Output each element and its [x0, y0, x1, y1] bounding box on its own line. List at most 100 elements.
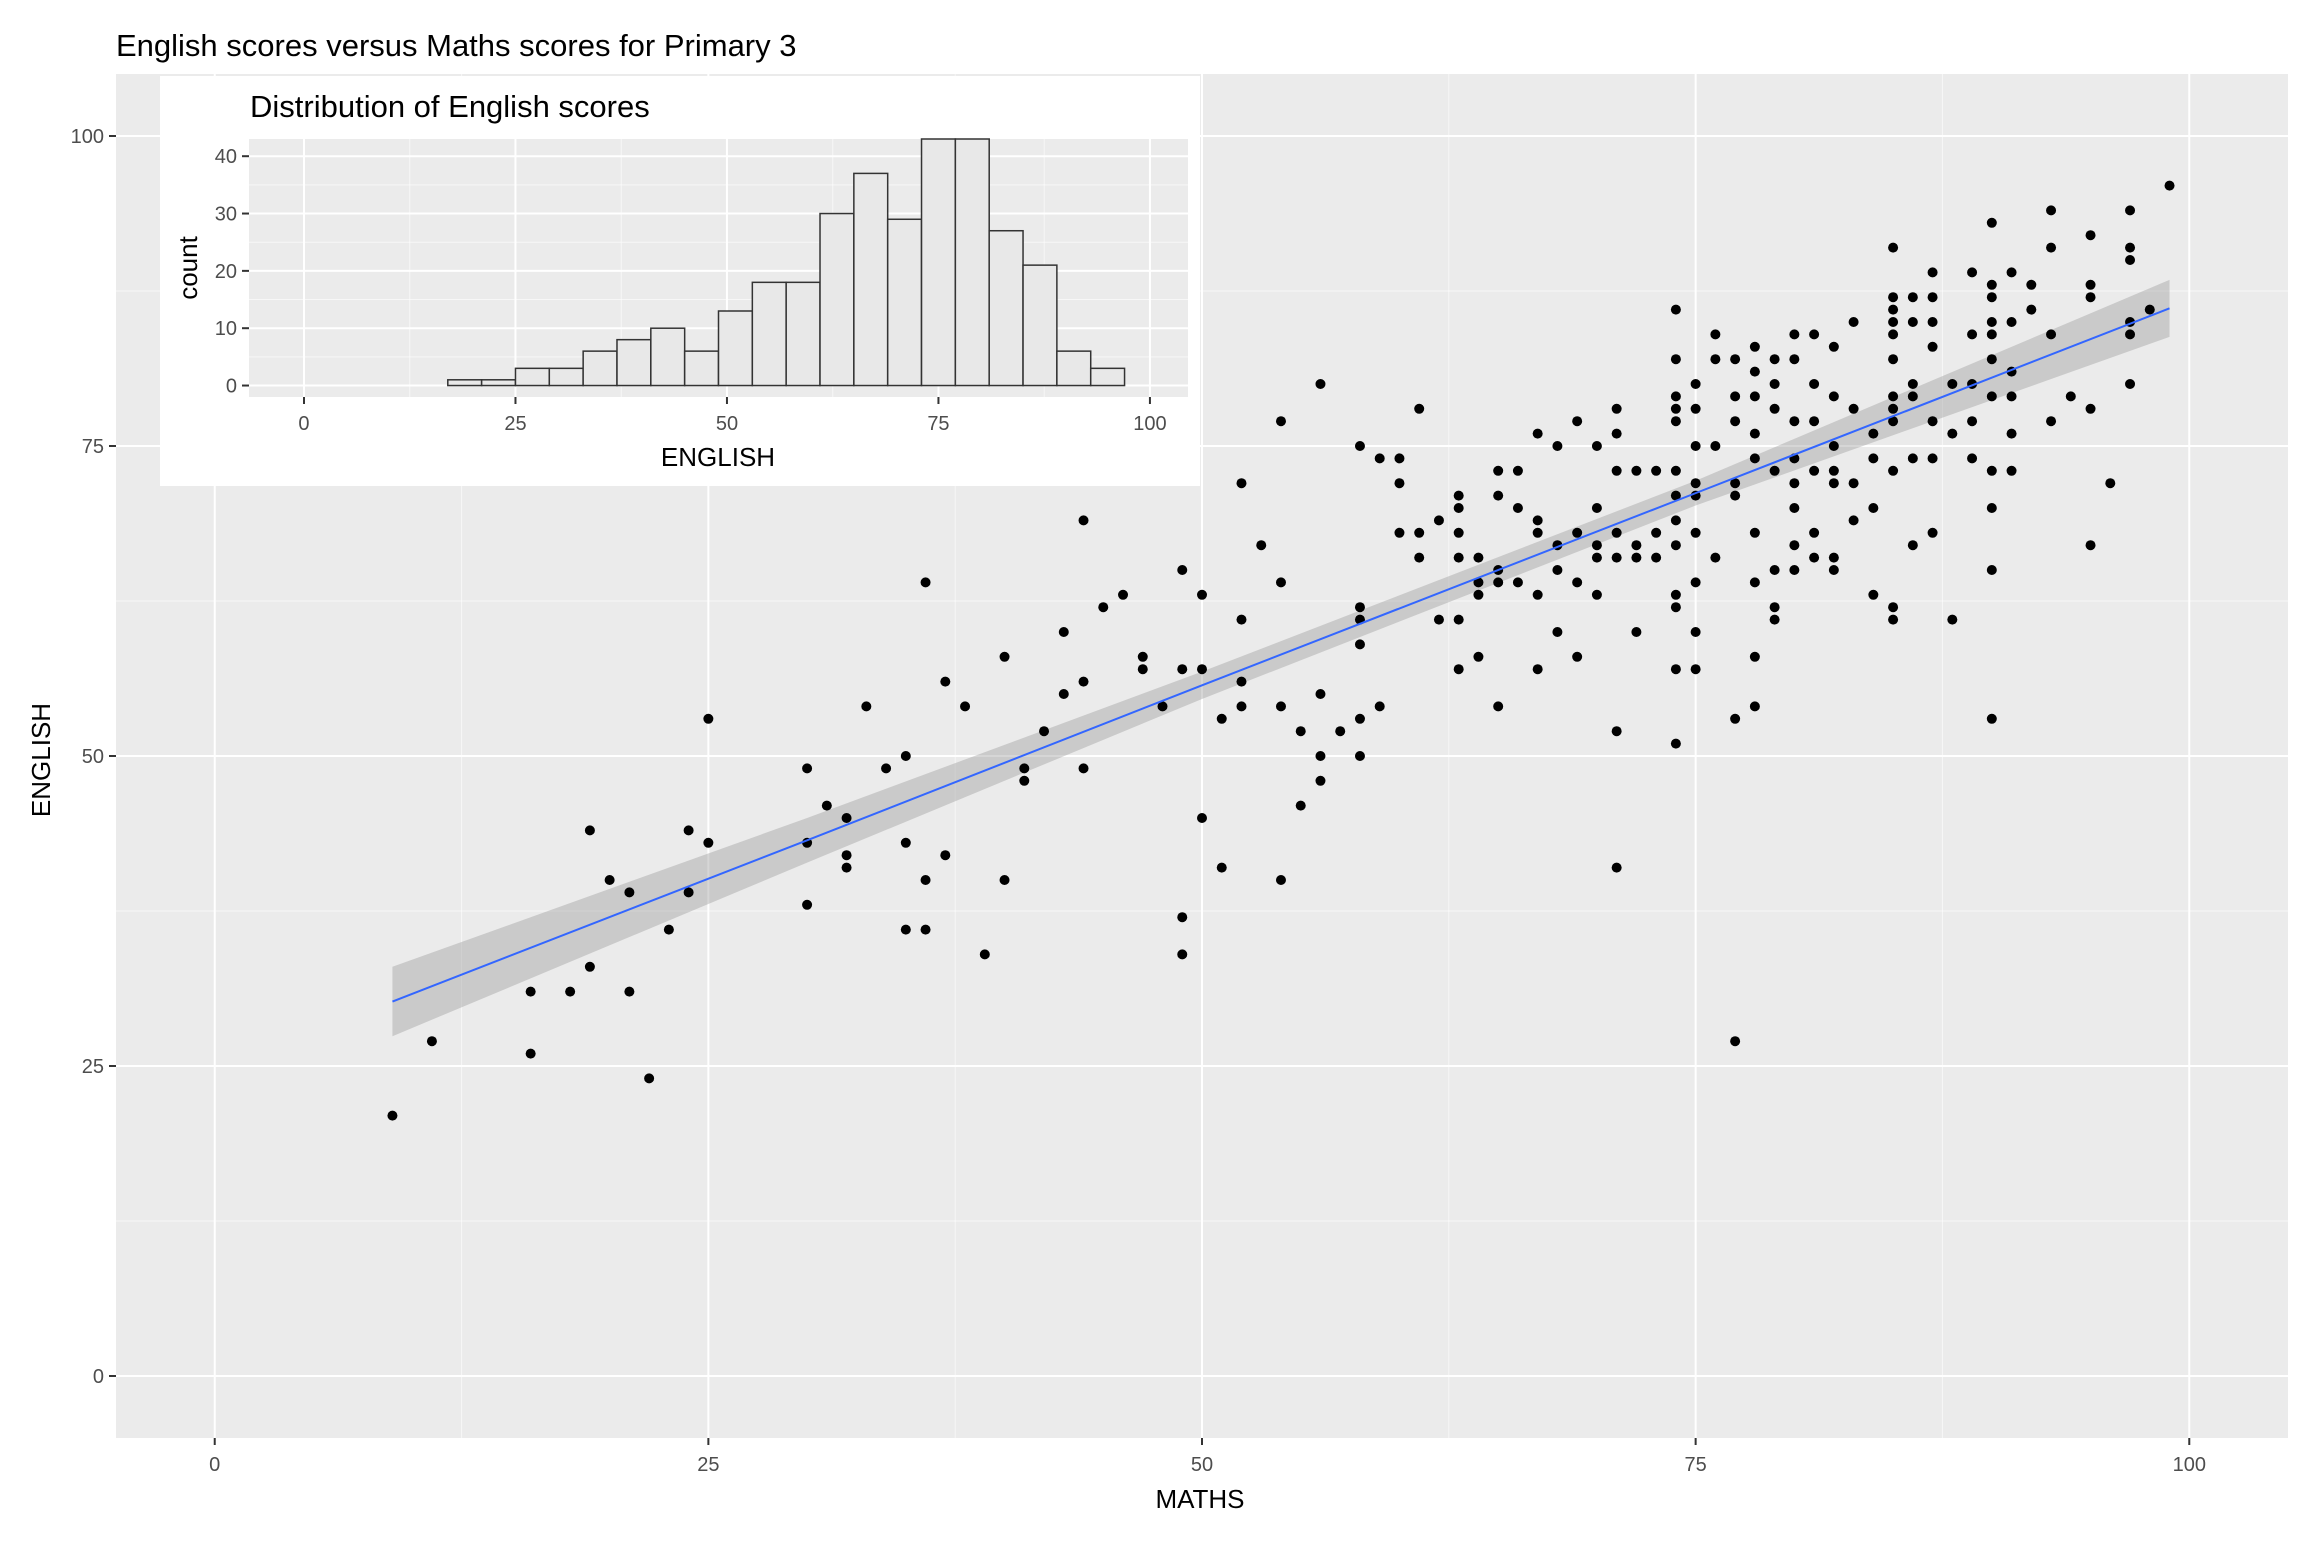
data-point — [2164, 180, 2175, 191]
data-point — [2065, 391, 2076, 402]
data-point — [2026, 304, 2037, 315]
data-point — [1394, 527, 1405, 538]
data-point — [1275, 701, 1286, 712]
data-point — [1710, 329, 1721, 340]
data-point — [1611, 428, 1622, 439]
data-point — [1967, 329, 1978, 340]
data-point — [1670, 738, 1681, 749]
data-point — [1552, 565, 1563, 575]
data-point — [1670, 416, 1681, 427]
data-point — [1670, 354, 1681, 365]
data-point — [1315, 775, 1326, 786]
data-point — [2144, 304, 2155, 315]
data-point — [900, 751, 911, 761]
data-point — [683, 825, 694, 836]
data-point — [1769, 614, 1780, 625]
data-point — [1809, 416, 1820, 427]
data-point — [1354, 441, 1365, 451]
data-point — [1197, 664, 1207, 675]
data-point — [1118, 589, 1129, 600]
data-point — [1177, 949, 1188, 960]
data-point — [1710, 441, 1721, 451]
data-point — [900, 924, 911, 935]
inset-x-tick-label: 100 — [1133, 413, 1166, 435]
data-point — [1888, 602, 1899, 613]
data-point — [1749, 651, 1760, 662]
data-point — [940, 850, 951, 861]
data-point — [1414, 552, 1425, 563]
data-point — [1611, 552, 1622, 563]
data-point — [1473, 651, 1484, 662]
data-point — [1690, 664, 1701, 675]
data-point — [1967, 267, 1978, 278]
main-gridlines — [116, 74, 2288, 1438]
data-point — [1749, 701, 1760, 712]
data-point — [1670, 391, 1681, 402]
data-point — [1275, 416, 1286, 427]
inset-x-tick-label: 0 — [298, 413, 309, 435]
data-point — [1670, 403, 1681, 414]
data-point — [1512, 503, 1523, 513]
data-point — [1433, 515, 1444, 526]
data-point — [525, 986, 536, 997]
data-point — [1019, 775, 1030, 786]
histogram-bar — [1056, 350, 1092, 387]
data-point — [1809, 552, 1820, 563]
y-tick-label: 75 — [82, 436, 104, 458]
histogram-bar — [548, 367, 584, 387]
data-point — [1177, 565, 1188, 575]
data-point — [2006, 317, 2017, 327]
x-tick-label: 75 — [1685, 1454, 1707, 1476]
inset-x-axis-title: ENGLISH — [661, 442, 775, 472]
data-point — [2046, 329, 2057, 340]
histogram-bar — [954, 138, 990, 387]
data-point — [683, 887, 694, 898]
data-point — [1512, 577, 1523, 588]
data-point — [2026, 279, 2037, 290]
data-point — [1986, 503, 1997, 513]
inset-y-axis: 0 10 20 30 40 — [215, 146, 249, 398]
data-point — [1769, 465, 1780, 476]
data-point — [1670, 304, 1681, 315]
data-point — [1493, 701, 1504, 712]
data-point — [1730, 354, 1741, 365]
data-point — [802, 763, 813, 774]
data-point — [940, 676, 951, 687]
data-point — [2046, 416, 2057, 427]
data-point — [1374, 701, 1385, 712]
histogram-bar — [514, 367, 551, 387]
data-point — [1749, 577, 1760, 588]
data-point — [1591, 503, 1602, 513]
data-point — [1828, 465, 1839, 476]
main-x-axis: 0 25 50 75 100 — [209, 1438, 2206, 1476]
data-point — [1670, 664, 1681, 675]
data-point — [999, 651, 1010, 662]
data-point — [1986, 217, 1997, 228]
data-point — [1611, 862, 1622, 873]
data-point — [1236, 676, 1247, 687]
data-point — [1611, 726, 1622, 737]
data-point — [2125, 242, 2136, 253]
data-point — [1433, 614, 1444, 625]
data-point — [1473, 577, 1484, 588]
data-point — [1907, 292, 1918, 303]
data-point — [1315, 689, 1326, 699]
data-point — [1730, 490, 1741, 501]
data-point — [1453, 503, 1464, 513]
data-point — [2125, 379, 2136, 389]
data-point — [1690, 403, 1701, 414]
data-point — [1828, 478, 1839, 489]
data-point — [1414, 527, 1425, 538]
inset-y-tick-label: 0 — [226, 376, 237, 398]
data-point — [1611, 527, 1622, 538]
data-point — [1967, 453, 1978, 464]
histogram-bar — [1022, 264, 1058, 387]
data-point — [1828, 565, 1839, 575]
data-point — [1868, 589, 1879, 600]
data-point — [1335, 726, 1346, 737]
data-point — [1848, 478, 1859, 489]
data-point — [1532, 589, 1543, 600]
data-point — [1197, 813, 1207, 823]
histogram-bar — [447, 379, 483, 387]
